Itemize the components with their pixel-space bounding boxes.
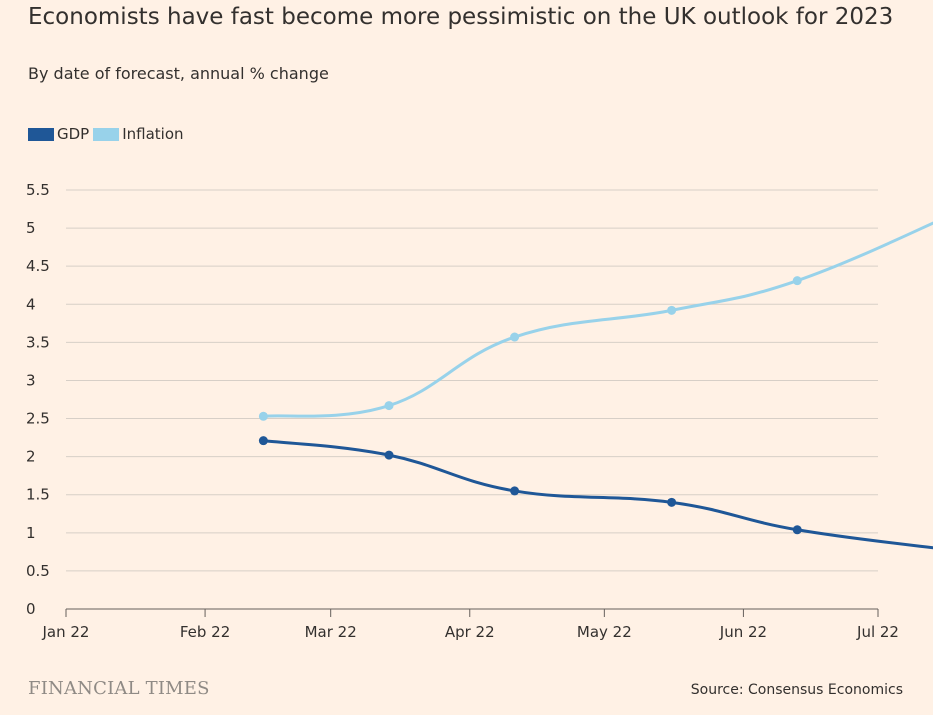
x-tick-label: Jul 22 [856,623,899,641]
data-point-gdp [667,497,677,507]
x-tick-label: Mar 22 [305,623,357,641]
series-line-gdp [261,439,933,550]
y-tick-label: 4.5 [26,257,50,275]
data-point-gdp [384,450,394,460]
chart-subtitle: By date of forecast, annual % change [28,64,329,83]
legend-item-gdp: GDP [28,125,93,143]
y-tick-label: 1.5 [26,486,50,504]
legend-item-inflation: Inflation [93,125,187,143]
series-line-inflation [261,221,933,418]
y-tick-label: 0.5 [26,562,50,580]
legend: GDP Inflation [28,125,188,143]
y-tick-label: 4 [26,295,36,313]
x-tick-label: May 22 [577,623,632,641]
data-point-gdp [792,525,802,535]
data-point-inflation [510,332,520,342]
data-point-gdp [510,486,520,496]
x-tick-label: Apr 22 [445,623,495,641]
y-tick-label: 5 [26,219,36,237]
data-point-inflation [667,305,677,315]
x-tick-label: Feb 22 [180,623,230,641]
y-tick-label: 2 [26,448,36,466]
data-point-inflation [792,276,802,286]
y-tick-label: 3 [26,371,36,389]
x-tick-label: Jan 22 [42,623,90,641]
data-point-gdp [258,436,268,446]
data-point-inflation [258,411,268,421]
y-tick-label: 3.5 [26,333,50,351]
ft-logo: FINANCIAL TIMES [28,678,210,699]
data-point-inflation [384,401,394,411]
chart-title: Economists have fast become more pessimi… [28,4,894,30]
x-tick-label: Jun 22 [719,623,767,641]
legend-label-inflation: Inflation [122,125,184,143]
source-note: Source: Consensus Economics [690,682,903,698]
y-tick-label: 1 [26,524,36,542]
y-tick-label: 2.5 [26,410,50,428]
legend-swatch-inflation [93,127,120,141]
legend-swatch-gdp [28,127,54,141]
y-tick-label: 5.5 [26,181,50,199]
y-tick-label: 0 [26,600,36,618]
legend-label-gdp: GDP [57,125,90,143]
